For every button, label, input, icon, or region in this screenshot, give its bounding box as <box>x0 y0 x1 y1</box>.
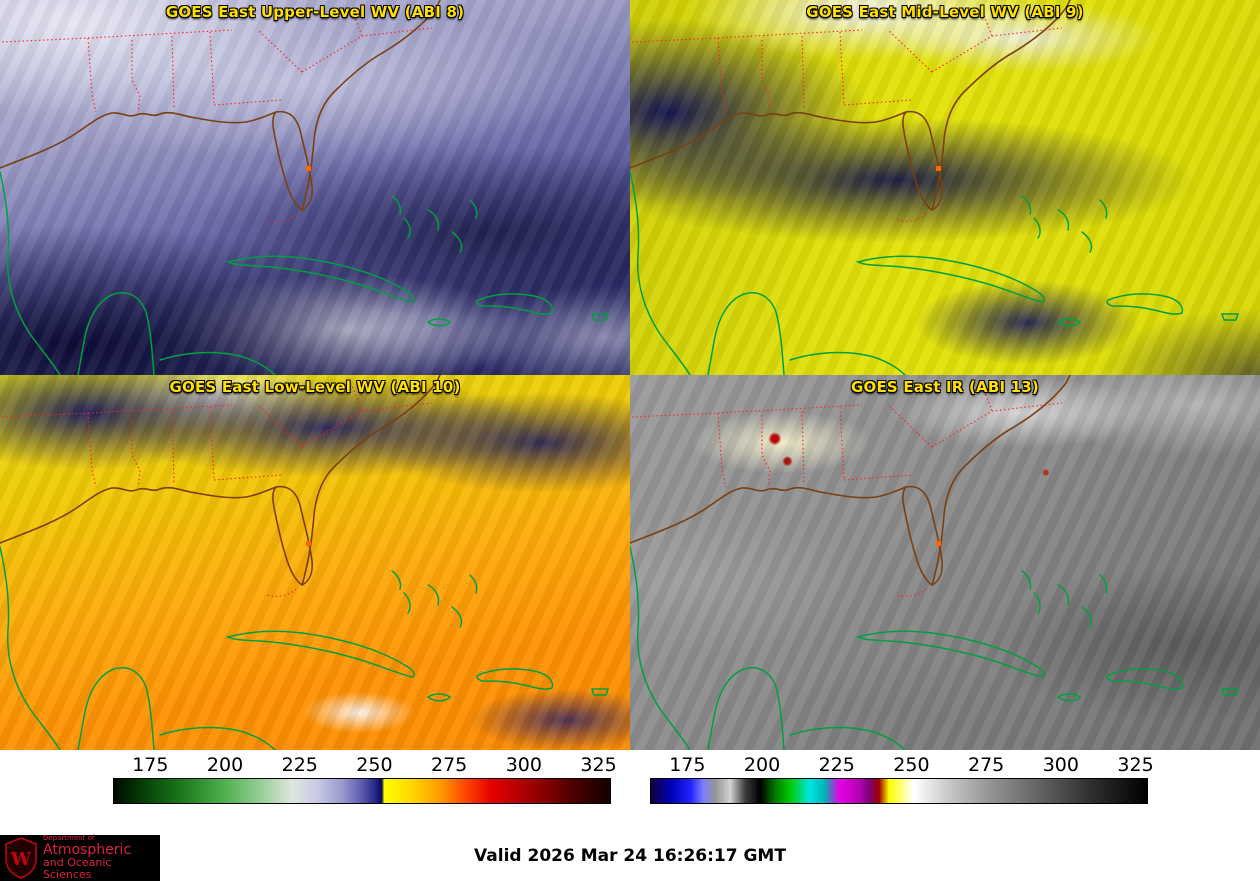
map-overlay <box>0 375 609 750</box>
logo-text: Department of Atmospheric and Oceanic Sc… <box>43 834 156 882</box>
colorbar-wv-gradient <box>113 778 611 804</box>
wv-texture <box>630 0 1260 375</box>
panel-ir: GOES East IR (ABI 13) <box>630 375 1260 750</box>
wv-texture <box>0 375 630 750</box>
panel-title-abi8: GOES East Upper-Level WV (ABI 8) <box>165 3 465 21</box>
tick-label: 250 <box>356 754 393 776</box>
logo-line-1: Department of <box>43 834 95 843</box>
tick-label: 325 <box>580 754 617 776</box>
tick-label: 225 <box>818 754 855 776</box>
logo-line-2: Atmospheric <box>43 841 132 858</box>
panel-upper-level-wv: GOES East Upper-Level WV (ABI 8) <box>0 0 630 375</box>
map-overlay <box>630 375 1239 750</box>
panel-low-level-wv: GOES East Low-Level WV (ABI 10) <box>0 375 630 750</box>
footer: W Department of Atmospheric and Oceanic … <box>0 832 1260 882</box>
map-overlay <box>630 0 1239 375</box>
panel-mid-level-wv: GOES East Mid-Level WV (ABI 9) <box>630 0 1260 375</box>
tick-label: 200 <box>743 754 781 776</box>
panel-title-abi10: GOES East Low-Level WV (ABI 10) <box>169 378 461 396</box>
panel-title-abi13: GOES East IR (ABI 13) <box>850 378 1039 396</box>
tick-label: 175 <box>669 754 706 776</box>
colorbar-ir-ticks: 175 200 225 250 275 300 325 <box>650 752 1153 778</box>
tick-label: 175 <box>132 754 169 776</box>
tick-label: 225 <box>281 754 318 776</box>
tick-label: 300 <box>1042 754 1079 776</box>
panel-title-abi9: GOES East Mid-Level WV (ABI 9) <box>806 3 1084 21</box>
tick-label: 275 <box>968 754 1005 776</box>
tick-label: 200 <box>206 754 244 776</box>
valid-time-text: Valid 2026 Mar 24 16:26:17 GMT <box>474 846 786 866</box>
colorbar-ir: 175 200 225 250 275 300 325 <box>650 750 1154 804</box>
tick-label: 275 <box>431 754 468 776</box>
satellite-quad-grid: GOES East Upper-Level WV (ABI 8) GOES Ea… <box>0 0 1260 750</box>
crest-letter: W <box>10 849 32 870</box>
aos-logo: W Department of Atmospheric and Oceanic … <box>0 835 160 881</box>
tick-label: 250 <box>893 754 930 776</box>
uw-crest-icon: W <box>5 837 37 879</box>
logo-line-3: and Oceanic Sciences <box>43 856 112 882</box>
wv-texture <box>0 0 630 375</box>
colorbar-wv: 175 200 225 250 275 300 325 <box>113 750 617 804</box>
colorbar-wv-ticks: 175 200 225 250 275 300 325 <box>113 752 616 778</box>
ir-texture <box>630 375 1260 750</box>
colorbar-ir-gradient <box>650 778 1148 804</box>
colorbar-section: 175 200 225 250 275 300 325 175 200 225 … <box>0 750 1260 832</box>
tick-label: 300 <box>505 754 542 776</box>
map-overlay <box>0 0 609 375</box>
tick-label: 325 <box>1117 754 1154 776</box>
